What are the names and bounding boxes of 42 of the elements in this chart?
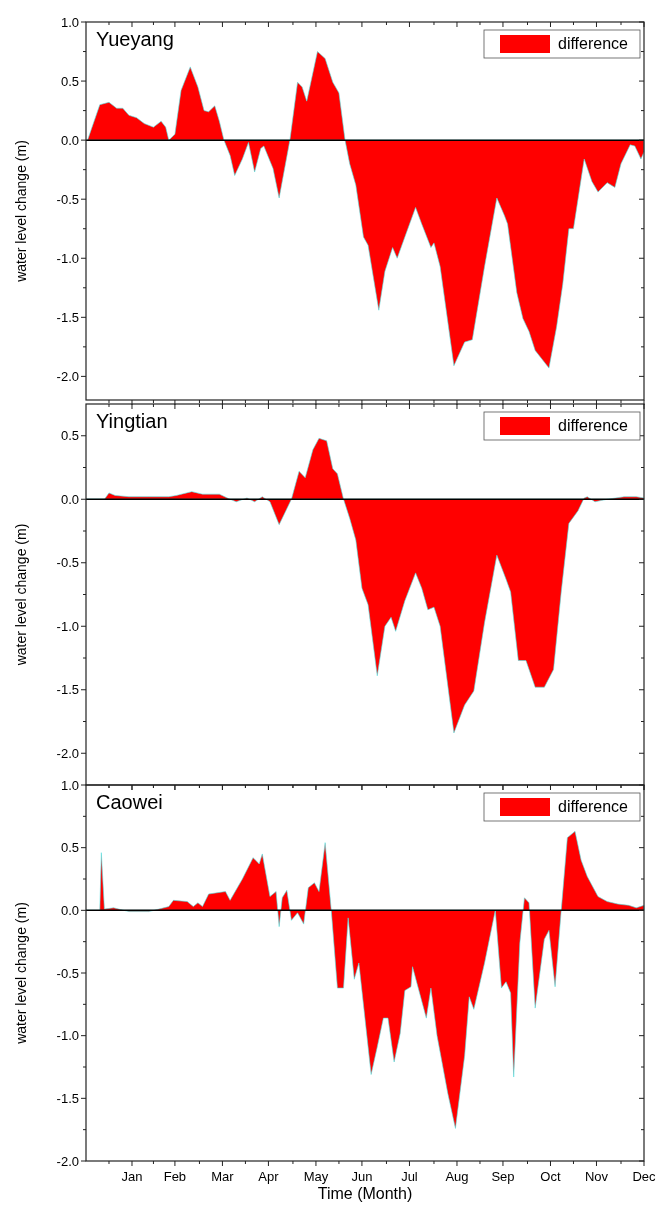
x-axis-title: Time (Month): [317, 1185, 413, 1202]
x-tick-label: Nov: [584, 1169, 609, 1184]
x-tick-label: Mar: [211, 1169, 235, 1184]
y-tick-label: 0.5: [60, 428, 79, 444]
y-tick-label: 0.0: [60, 902, 79, 918]
legend-label: difference: [558, 35, 629, 52]
x-tick-label: Oct: [540, 1169, 561, 1184]
y-tick-label: -1.0: [56, 250, 79, 266]
y-tick-label: 1.0: [60, 777, 79, 793]
x-tick-label: Feb: [163, 1169, 187, 1184]
y-tick-label: -0.5: [56, 191, 79, 207]
y-axis-title: water level change (m): [13, 902, 29, 1045]
y-tick-label: -0.5: [56, 555, 79, 571]
x-tick-label: Dec: [632, 1169, 657, 1184]
y-tick-label: -2.0: [56, 368, 79, 384]
chart-title: Caowei: [96, 791, 163, 813]
x-tick-label: Jul: [401, 1169, 418, 1184]
y-tick-label: 0.0: [60, 491, 79, 507]
y-axis-title: water level change (m): [13, 140, 29, 283]
y-tick-label: 0.5: [60, 840, 79, 856]
legend-label: difference: [558, 417, 629, 434]
y-tick-label: -0.5: [56, 965, 79, 981]
legend-label: difference: [558, 798, 629, 815]
y-tick-label: -2.0: [56, 745, 79, 761]
chart-title: Yingtian: [96, 410, 168, 432]
x-tick-label: Apr: [258, 1169, 280, 1184]
x-tick-label: Jan: [121, 1169, 143, 1184]
chart-title: Yueyang: [96, 28, 174, 50]
x-tick-label: Jun: [351, 1169, 373, 1184]
y-tick-label: -1.5: [56, 309, 79, 325]
y-tick-label: -1.5: [56, 682, 79, 698]
x-tick-label: Sep: [491, 1169, 515, 1184]
x-tick-label: May: [303, 1169, 329, 1184]
y-tick-label: 1.0: [60, 14, 79, 30]
y-tick-label: -2.0: [56, 1153, 79, 1169]
y-axis-title: water level change (m): [13, 523, 29, 667]
y-tick-label: 0.0: [60, 132, 79, 148]
y-tick-label: -1.5: [56, 1090, 79, 1106]
y-tick-label: -1.0: [56, 618, 79, 634]
x-tick-label: Aug: [445, 1169, 469, 1184]
y-tick-label: 0.5: [60, 73, 79, 89]
y-tick-label: -1.0: [56, 1028, 79, 1044]
